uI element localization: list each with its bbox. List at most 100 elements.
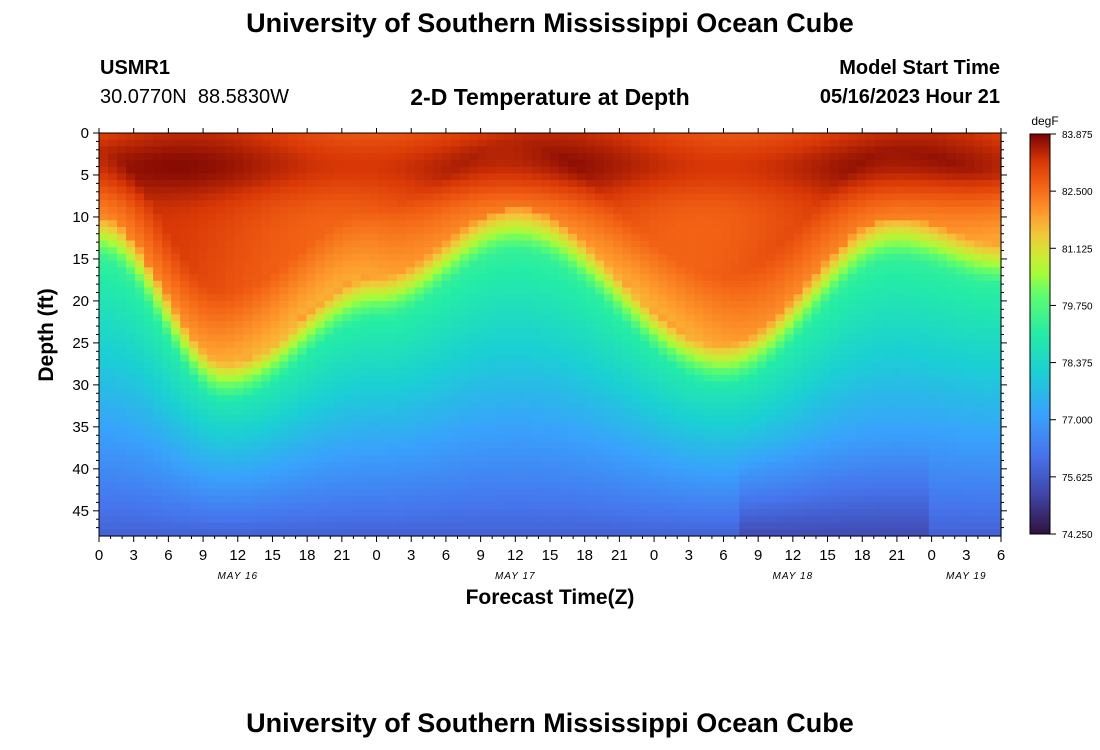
heat-cell bbox=[126, 388, 136, 396]
heat-cell bbox=[342, 482, 353, 490]
heat-cell bbox=[378, 200, 389, 208]
heat-cell bbox=[207, 307, 217, 315]
heat-cell bbox=[613, 334, 623, 342]
heat-cell bbox=[604, 206, 614, 215]
heat-cell bbox=[522, 280, 533, 289]
heat-cell bbox=[658, 253, 668, 262]
heat-cell bbox=[694, 300, 704, 309]
heat-cell bbox=[225, 415, 235, 423]
heat-cell bbox=[712, 468, 722, 477]
heat-cell bbox=[450, 341, 461, 349]
heat-cell bbox=[315, 388, 326, 396]
heat-cell bbox=[234, 354, 244, 362]
heat-cell bbox=[360, 193, 371, 201]
heat-cell bbox=[540, 173, 551, 181]
heat-cell bbox=[297, 300, 308, 309]
heat-cell bbox=[559, 347, 569, 356]
heat-cell bbox=[586, 300, 596, 309]
heat-cell bbox=[513, 468, 524, 477]
heat-cell bbox=[739, 347, 750, 356]
heat-cell bbox=[586, 482, 596, 490]
heat-cell bbox=[540, 408, 551, 416]
heat-cell bbox=[99, 448, 109, 456]
heat-cell bbox=[531, 233, 542, 242]
heat-cell bbox=[703, 388, 713, 396]
heat-cell bbox=[468, 435, 479, 443]
heat-cell bbox=[315, 495, 326, 504]
heat-cell bbox=[739, 274, 750, 282]
heat-cell bbox=[559, 368, 569, 376]
heat-cell bbox=[748, 260, 759, 268]
heat-cell bbox=[838, 240, 849, 248]
heat-cell bbox=[703, 408, 713, 416]
heat-cell bbox=[613, 206, 623, 215]
heat-cell bbox=[126, 240, 136, 248]
heat-cell bbox=[504, 260, 515, 268]
heat-cell bbox=[640, 374, 650, 383]
heat-cell bbox=[117, 294, 127, 302]
heat-cell bbox=[225, 381, 235, 389]
heat-cell bbox=[252, 347, 262, 356]
heat-cell bbox=[180, 260, 190, 268]
heat-cell bbox=[450, 334, 461, 342]
heat-cell bbox=[423, 294, 434, 302]
heat-cell bbox=[180, 488, 190, 497]
heat-cell bbox=[405, 401, 416, 409]
heat-cell bbox=[171, 482, 181, 490]
heat-cell bbox=[703, 327, 713, 336]
heat-cell bbox=[838, 448, 849, 456]
heat-cell bbox=[369, 401, 380, 409]
heat-cell bbox=[459, 394, 470, 403]
heat-cell bbox=[757, 327, 768, 336]
heat-cell bbox=[477, 300, 488, 309]
heat-cell bbox=[432, 368, 443, 376]
heat-cell bbox=[180, 408, 190, 416]
heat-cell bbox=[559, 240, 569, 248]
heat-cell bbox=[477, 428, 488, 436]
heat-cell bbox=[838, 354, 849, 362]
heat-cell bbox=[360, 267, 371, 275]
heat-cell bbox=[180, 280, 190, 289]
heat-cell bbox=[721, 180, 731, 188]
heat-cell bbox=[667, 368, 677, 376]
heat-cell bbox=[703, 133, 713, 141]
heat-cell bbox=[766, 186, 777, 195]
heat-cell bbox=[721, 300, 731, 309]
heat-cell bbox=[279, 260, 290, 268]
heat-cell bbox=[288, 495, 299, 504]
heat-cell bbox=[559, 408, 569, 416]
heat-cell bbox=[324, 441, 335, 450]
heat-cell bbox=[468, 247, 479, 255]
heat-cell bbox=[531, 354, 542, 362]
heat-cell bbox=[261, 475, 271, 483]
heat-cell bbox=[486, 247, 497, 255]
heat-cell bbox=[513, 441, 524, 450]
heat-cell bbox=[775, 206, 786, 215]
heat-cell bbox=[550, 260, 560, 268]
heat-cell bbox=[522, 166, 533, 174]
heat-cell bbox=[315, 401, 326, 409]
heat-cell bbox=[513, 415, 524, 423]
heat-cell bbox=[613, 193, 623, 201]
heat-cell bbox=[306, 441, 317, 450]
heat-cell bbox=[631, 381, 641, 389]
heat-cell bbox=[108, 173, 118, 181]
heat-cell bbox=[757, 421, 768, 430]
heat-cell bbox=[387, 294, 398, 302]
heat-cell bbox=[369, 515, 380, 524]
heat-cell bbox=[324, 287, 335, 295]
heat-cell bbox=[450, 488, 461, 497]
heat-cell bbox=[504, 374, 515, 383]
heat-cell bbox=[459, 401, 470, 409]
heat-cell bbox=[495, 428, 506, 436]
heat-cell bbox=[513, 233, 524, 242]
heat-cell bbox=[739, 401, 750, 409]
heat-cell bbox=[243, 133, 253, 141]
heat-cell bbox=[486, 509, 497, 517]
heat-cell bbox=[252, 186, 262, 195]
heat-cell bbox=[667, 374, 677, 383]
heat-cell bbox=[135, 300, 145, 309]
heat-cell bbox=[522, 180, 533, 188]
heat-cell bbox=[712, 509, 722, 517]
heat-cell bbox=[324, 267, 335, 275]
